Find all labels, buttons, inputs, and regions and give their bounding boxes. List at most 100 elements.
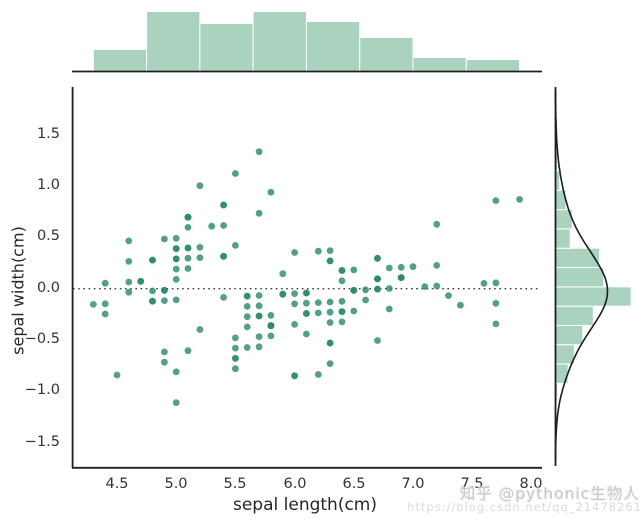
scatter-point: [184, 254, 192, 262]
scatter-point: [255, 302, 263, 310]
scatter-point: [220, 252, 228, 260]
scatter-point: [433, 282, 441, 290]
watermark-zhihu-text: 知乎 @pythonic生物人: [460, 485, 640, 503]
scatter-point: [172, 245, 180, 253]
scatter-point: [492, 299, 500, 307]
top-hist-bar: [359, 37, 414, 72]
scatter-point: [303, 299, 310, 307]
scatter-point: [314, 371, 322, 378]
scatter-point: [125, 288, 133, 296]
scatter-point: [196, 243, 204, 251]
right-hist-bar: [555, 305, 594, 326]
right-histogram: [555, 151, 632, 404]
right-hist-bar: [555, 267, 605, 288]
scatter-point: [326, 319, 334, 326]
y-tick-label: −0.5: [24, 331, 60, 347]
y-tick-label: 0.5: [36, 228, 60, 244]
scatter-point: [291, 249, 298, 256]
scatter-point: [161, 358, 168, 366]
top-histogram: [92, 11, 521, 72]
scatter-point: [433, 262, 441, 269]
scatter-point: [149, 297, 156, 305]
top-hist-bar: [252, 11, 307, 72]
right-hist-bar: [555, 344, 575, 365]
top-hist-bar: [199, 23, 254, 72]
kde-curve: [554, 90, 609, 461]
scatter-point: [184, 213, 192, 221]
right-hist-bar: [555, 247, 601, 269]
scatter-point: [291, 321, 298, 328]
scatter-point: [385, 285, 393, 292]
scatter-point: [492, 279, 500, 287]
scatter-point: [303, 289, 310, 297]
scatter-point: [374, 275, 381, 283]
scatter-point: [421, 283, 429, 290]
scatter-point: [350, 287, 358, 294]
scatter-point: [267, 312, 275, 319]
scatter-point: [279, 290, 287, 298]
scatter-point: [338, 277, 346, 285]
scatter-point: [172, 234, 180, 242]
scatter-point: [172, 296, 180, 304]
scatter-point: [338, 297, 346, 305]
scatter-point: [149, 287, 156, 295]
y-tick-label: 1.5: [36, 126, 60, 142]
scatter-point: [208, 222, 216, 230]
scatter-point: [196, 254, 204, 261]
scatter-point: [161, 286, 168, 294]
scatter-point: [172, 276, 180, 283]
x-tick-label: 6.0: [283, 476, 307, 492]
x-tick-label: 6.5: [342, 476, 366, 492]
scatter-point: [326, 247, 334, 255]
scatter-point: [220, 294, 228, 301]
scatter-point: [385, 305, 393, 313]
scatter-point: [255, 333, 263, 340]
scatter-point: [172, 265, 180, 273]
scatter-point: [255, 312, 263, 320]
scatter-point: [184, 265, 192, 272]
y-tick-label: −1.0: [24, 382, 60, 398]
scatter-point: [172, 255, 180, 263]
scatter-point: [113, 371, 121, 379]
scatter-point: [243, 303, 251, 310]
scatter-point: [101, 279, 109, 287]
scatter-point: [350, 307, 358, 315]
scatter-point: [279, 270, 287, 278]
scatter-point: [326, 360, 334, 367]
scatter-point: [397, 274, 405, 281]
scatter-point: [243, 323, 251, 331]
scatter-point: [457, 301, 464, 309]
scatter-point: [161, 297, 168, 304]
scatter-point: [232, 355, 239, 362]
scatter-point: [314, 309, 322, 317]
scatter-point: [172, 368, 180, 376]
scatter-point: [243, 292, 251, 300]
scatter-point: [291, 290, 298, 297]
scatter-point: [314, 247, 322, 255]
scatter-point: [232, 344, 239, 352]
right-hist-bar: [555, 286, 632, 307]
scatter-point: [220, 201, 228, 209]
scatter-point: [492, 197, 500, 205]
scatter-point: [255, 148, 263, 156]
scatter-point: [172, 399, 180, 406]
scatter-point: [137, 277, 145, 285]
scatter-point: [326, 298, 334, 306]
scatter-point: [338, 318, 346, 326]
scatter-point: [374, 337, 381, 344]
scatter-point: [326, 308, 334, 316]
x-axis-label: sepal length(cm): [232, 495, 377, 515]
scatter-point: [492, 320, 500, 328]
scatter-point: [196, 182, 204, 190]
top-hist-bar: [146, 11, 201, 72]
scatter-point: [314, 299, 322, 306]
scatter-point: [409, 263, 417, 271]
x-tick-label: 7.0: [401, 476, 425, 492]
y-tick-label: −1.5: [24, 434, 60, 450]
scatter-point: [267, 322, 275, 330]
scatter-point: [433, 220, 441, 228]
x-tick-label: 7.5: [460, 476, 484, 492]
scatter-point: [267, 188, 275, 196]
